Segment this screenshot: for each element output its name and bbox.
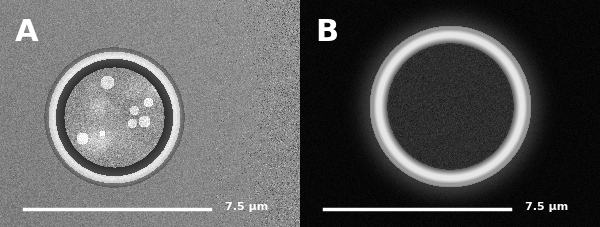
Text: 7.5 μm: 7.5 μm xyxy=(525,201,568,211)
Text: B: B xyxy=(315,18,338,47)
Text: A: A xyxy=(15,18,38,47)
Text: 7.5 μm: 7.5 μm xyxy=(225,201,268,211)
